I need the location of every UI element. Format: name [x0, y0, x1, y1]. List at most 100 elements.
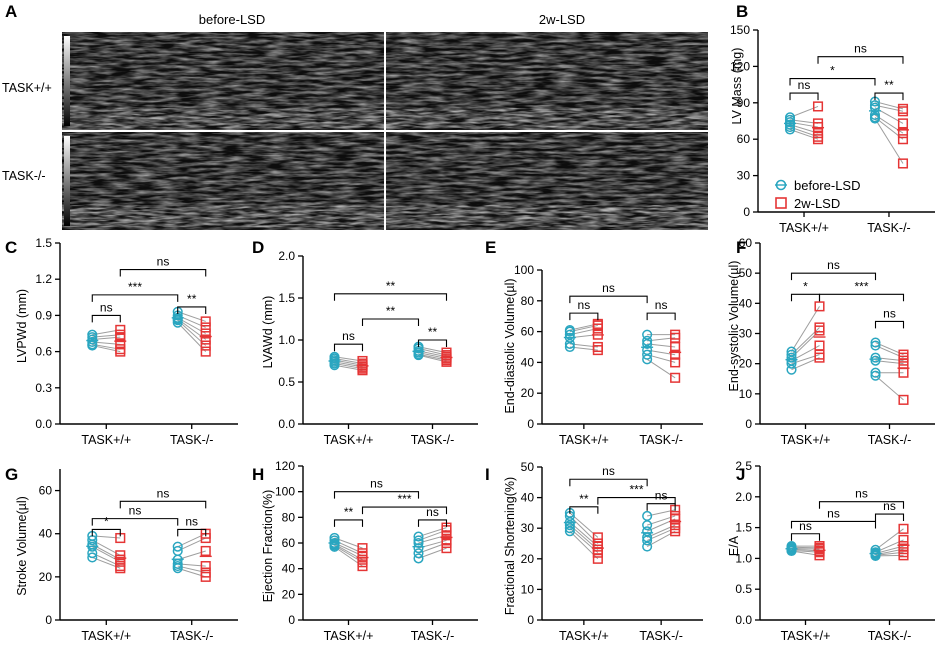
significance-label: ns [655, 489, 668, 503]
chart-panel-d: D 0.0 0.5 1.0 1.5 2.0 LVAWd (mm) TASK+/+ TASK-/-… [252, 238, 478, 447]
significance-bracket [119, 268, 207, 277]
data-point-after [441, 537, 452, 549]
y-tick-label: 30 [737, 169, 751, 183]
echo-image-wt-before [62, 32, 384, 130]
significance-label: ** [187, 292, 197, 306]
significance-label: ns [827, 258, 840, 272]
significance-bracket [361, 318, 420, 326]
y-tick-label: 120 [730, 59, 750, 73]
significance-label: ns [655, 298, 668, 312]
data-point-after [897, 128, 909, 139]
echo-image-ko-after [386, 132, 708, 230]
data-point-after [897, 106, 909, 117]
data-point-after [670, 341, 681, 353]
significance-bracket [333, 343, 364, 352]
data-point-before [172, 541, 183, 552]
significance-label: ns [370, 477, 383, 491]
data-point-after [115, 563, 126, 574]
data-point-before [413, 531, 424, 542]
y-tick-label: 2.5 [735, 459, 752, 473]
x-tick-label: TASK-/- [867, 221, 911, 235]
y-tick-label: 50 [521, 460, 535, 474]
y-tick-label: 0.0 [735, 613, 752, 627]
y-tick-label: 1.0 [735, 551, 752, 565]
data-point-after [814, 301, 825, 312]
y-tick-label: 120 [275, 459, 295, 473]
significance-bracket [569, 295, 648, 304]
significance-bracket [789, 92, 819, 101]
chart-panel-g: G 0 20 40 60 Stroke Volume(µl) TASK+/+ TASK-/- *… [5, 465, 238, 643]
significance-label: *** [397, 492, 411, 506]
data-point-after [200, 334, 211, 345]
y-tick-label: 0 [527, 417, 534, 431]
y-tick-label: 0.6 [35, 345, 52, 359]
significance-bracket [790, 533, 821, 541]
x-tick-label: TASK+/+ [81, 433, 131, 447]
data-point-after [200, 561, 211, 572]
y-tick-label: 60 [737, 132, 751, 146]
significance-label: ** [884, 78, 894, 92]
y-tick-label: 1.2 [35, 272, 52, 286]
significance-label: *** [629, 483, 643, 497]
y-tick-label: 20 [739, 357, 753, 371]
x-tick-label: TASK-/- [868, 433, 912, 447]
echo-image-wt-after [386, 32, 708, 130]
y-tick-label: 100 [275, 485, 295, 499]
significance-label: ns [883, 499, 896, 513]
data-point-before [413, 553, 424, 564]
data-point-before [413, 543, 424, 554]
y-tick-label: 150 [730, 23, 750, 37]
y-tick-label: 40 [739, 296, 753, 310]
y-tick-label: 40 [39, 527, 53, 541]
significance-bracket [91, 294, 179, 302]
significance-label: *** [854, 279, 868, 293]
x-tick-label: TASK+/+ [559, 433, 609, 447]
significance-label: ns [798, 78, 811, 92]
data-point-before [786, 545, 797, 557]
data-point-after [812, 134, 824, 145]
data-point-before [564, 520, 575, 531]
data-point-after [200, 322, 211, 333]
data-point-after [441, 530, 452, 541]
x-tick-label: TASK-/- [411, 629, 455, 643]
y-tick-label: 0.3 [35, 381, 52, 395]
significance-bracket [817, 56, 904, 64]
data-point-after [441, 525, 452, 536]
data-point-before [564, 326, 575, 337]
panel-label-f: F [736, 238, 746, 257]
data-point-before [642, 541, 653, 552]
y-axis-label: E/A [727, 535, 741, 556]
significance-label: ns [185, 514, 198, 528]
data-point-before [870, 370, 881, 381]
y-axis-label: Stroke Volume(µl) [15, 496, 29, 596]
significance-bracket [874, 320, 905, 329]
y-axis-label: End-diastolic Volume(µl) [503, 278, 517, 413]
panel-label-c: C [5, 238, 17, 257]
chart-panel-i: I 0 10 20 30 40 50 Fractional Shortening(%) TASK… [485, 460, 703, 643]
data-point-after [592, 553, 603, 564]
data-point-before [87, 541, 98, 552]
panel-label-i: I [485, 465, 490, 484]
y-tick-label: 40 [521, 355, 535, 369]
y-tick-label: 1.5 [735, 521, 752, 535]
y-tick-label: 20 [521, 386, 535, 400]
echo-image-ko-before [62, 132, 384, 230]
significance-bracket [91, 518, 179, 526]
legend-after-marker [775, 197, 787, 209]
significance-bracket [790, 272, 877, 281]
y-tick-label: 60 [739, 236, 753, 250]
y-tick-label: 50 [739, 266, 753, 280]
legend: before-LSD 2w-LSD [775, 178, 860, 211]
panel-label-g: G [5, 465, 18, 484]
y-tick-label: 80 [521, 294, 535, 308]
data-point-after [814, 550, 825, 561]
y-tick-label: 90 [737, 96, 751, 110]
data-point-before [329, 360, 340, 371]
x-tick-label: TASK-/- [170, 629, 214, 643]
y-tick-label: 80 [282, 510, 296, 524]
y-tick-label: 0.5 [278, 375, 295, 389]
significance-bracket [177, 528, 207, 537]
data-point-after [200, 346, 211, 357]
